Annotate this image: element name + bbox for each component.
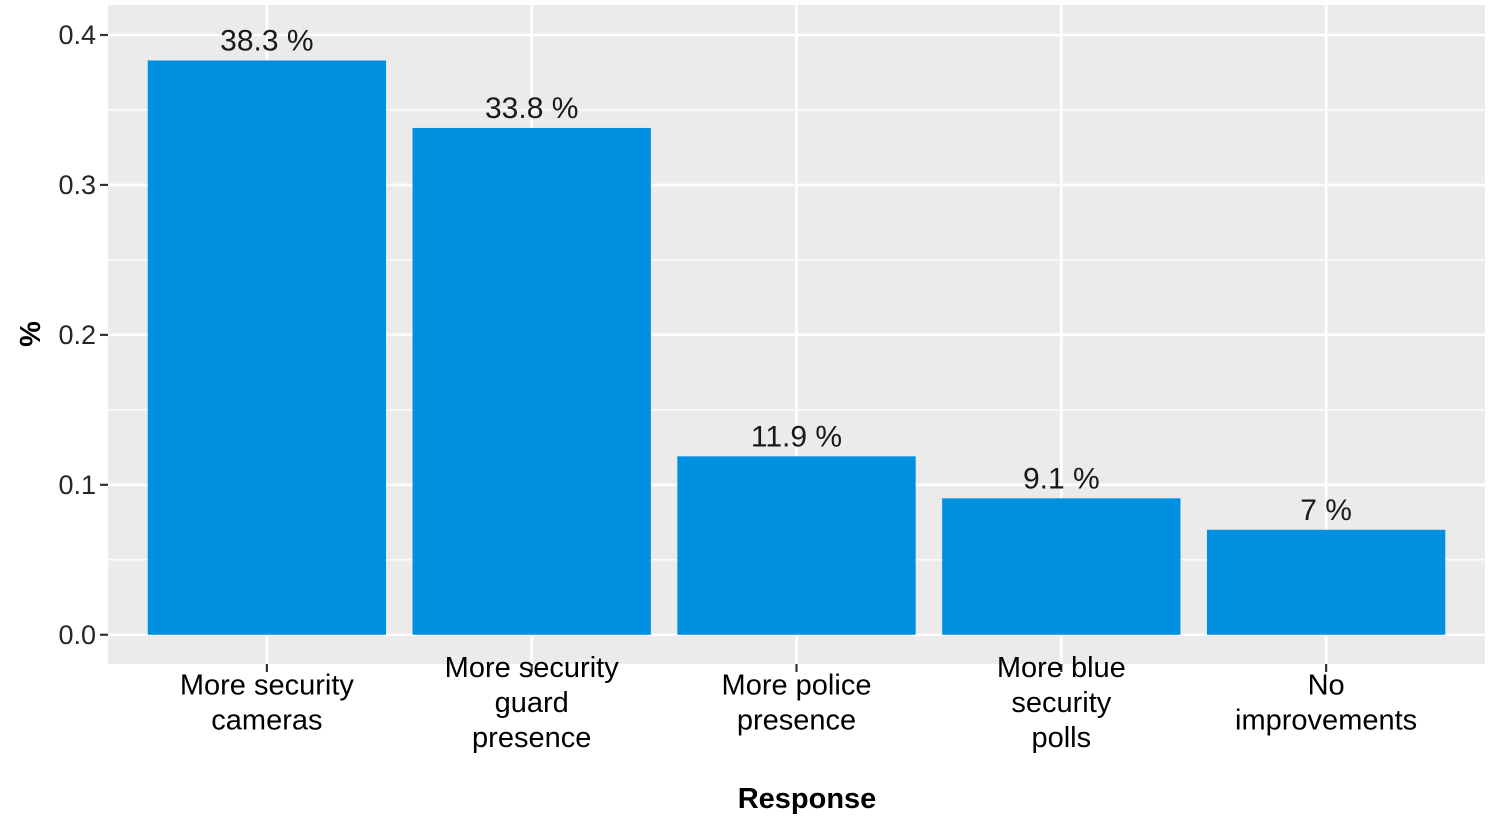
bar-value-label: 33.8 % (485, 92, 578, 125)
category-label-line: security (1011, 687, 1111, 719)
category-label-line: More security (445, 652, 620, 684)
bar (412, 127, 651, 635)
bar (942, 498, 1181, 635)
category-label-line: guard (495, 687, 569, 719)
category-label-line: cameras (211, 705, 322, 737)
y-tick-label: 0.4 (58, 20, 96, 50)
bar (1206, 529, 1446, 635)
y-tick-label: 0.0 (58, 620, 96, 650)
x-axis-title: Response (738, 783, 877, 815)
category-label-line: polls (1031, 722, 1091, 754)
bar-value-label: 7 % (1300, 494, 1352, 527)
data-labels: 38.3 % 33.8 % 11.9 % 9.1 % 7 % (220, 24, 1352, 526)
bars (147, 60, 1446, 635)
bar-value-label: 38.3 % (220, 24, 313, 57)
bar-value-label: 11.9 % (751, 420, 842, 453)
y-axis-title: % (15, 321, 47, 347)
category-label-line: presence (737, 705, 856, 737)
bar (677, 456, 916, 635)
y-axis: 0.0 0.1 0.2 0.3 0.4 (58, 20, 108, 650)
category-label-line: No (1308, 670, 1345, 702)
y-tick-label: 0.2 (58, 320, 96, 350)
bar-value-label: 9.1 % (1023, 462, 1100, 495)
category-label-line: More police (722, 670, 872, 702)
y-tick-label: 0.1 (58, 470, 96, 500)
y-tick-label: 0.3 (58, 170, 96, 200)
category-label-line: More security (180, 670, 355, 702)
bar (147, 60, 387, 635)
category-label-line: presence (472, 722, 591, 754)
category-label-line: More blue (997, 652, 1126, 684)
category-label-line: improvements (1235, 705, 1417, 737)
